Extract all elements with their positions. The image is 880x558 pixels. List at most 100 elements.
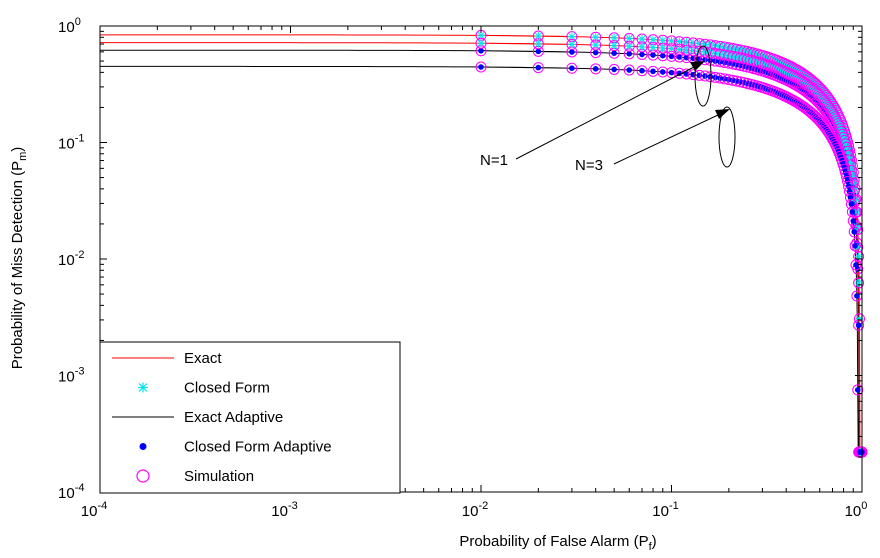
- annotations-layer: N=1 N=3: [480, 45, 736, 174]
- legend-item: Exact Adaptive: [112, 409, 283, 426]
- closed-form-adaptive-marker: [676, 70, 683, 77]
- simulation-marker: [819, 122, 831, 134]
- x-tick-label: 100: [845, 500, 868, 520]
- closed-form-adaptive-marker: [626, 67, 633, 73]
- legend-swatch: [136, 469, 150, 483]
- simulation-marker: [820, 123, 832, 135]
- legend-item: Exact: [112, 350, 222, 367]
- closed-form-adaptive-marker: [535, 64, 542, 71]
- simulation-marker: [475, 61, 487, 73]
- legend-label: Closed Form: [184, 380, 270, 397]
- closed-form-marker: [658, 36, 667, 45]
- x-tick-label: 10-4: [81, 500, 107, 520]
- legend: Exact Closed Form Exact Adaptive Closed For…: [99, 341, 401, 494]
- annotation-arrow-n3: [613, 114, 719, 165]
- simulation-marker: [636, 65, 648, 77]
- closed-form-adaptive-marker: [611, 50, 617, 56]
- x-tick-label: 10-1: [652, 500, 678, 520]
- simulation-marker: [608, 40, 620, 52]
- ticks-layer: 10-4 10-3 10-2 10-1 100 10-4 10-3 10-2 10-1 100: [58, 16, 867, 520]
- closed-form-adaptive-marker: [854, 387, 861, 393]
- closed-form-marker: [610, 41, 619, 50]
- arrowhead-n3: [715, 109, 730, 119]
- closed-form-adaptive-marker: [592, 49, 599, 56]
- closed-form-adaptive-marker: [478, 47, 484, 54]
- simulation-marker: [590, 63, 602, 75]
- annotation-label: N=1: [480, 152, 508, 169]
- closed-form-adaptive-marker: [626, 51, 633, 57]
- closed-form-adaptive-marker: [478, 64, 484, 70]
- legend-item: Closed Form Adaptive: [139, 439, 332, 456]
- simulation-marker: [532, 62, 544, 74]
- simulation-marker: [849, 240, 861, 252]
- closed-form-adaptive-marker: [721, 59, 728, 66]
- closed-form-adaptive-marker: [639, 67, 645, 74]
- simulation-marker: [566, 38, 578, 50]
- x-tick-label: 10-2: [462, 500, 488, 520]
- annotation-ellipse-n3: [718, 106, 736, 168]
- simulation-marker: [657, 66, 669, 78]
- arrowhead-n1: [690, 61, 705, 71]
- simulation-marker: [666, 43, 677, 55]
- closed-form-marker: [649, 43, 658, 52]
- closed-form-marker: [854, 278, 863, 287]
- simulation-marker: [673, 43, 685, 55]
- closed-form-adaptive-marker: [848, 201, 855, 208]
- closed-form-adaptive-marker: [659, 52, 666, 59]
- closed-form-adaptive-marker: [668, 69, 675, 76]
- y-tick-label: 10-3: [58, 366, 84, 386]
- y-axis-label: Probability of Miss Detection (Pm): [9, 147, 29, 370]
- closed-form-adaptive-marker: [569, 49, 575, 55]
- closed-form-adaptive-marker: [535, 48, 542, 55]
- annotation-ellipse-n1: [694, 45, 712, 107]
- closed-form-marker: [610, 33, 619, 42]
- closed-form-adaptive-marker: [639, 51, 645, 58]
- legend-label: Exact: [184, 350, 222, 367]
- closed-form-marker: [658, 44, 667, 53]
- y-tick-label: 10-1: [58, 133, 84, 153]
- simulation-marker: [666, 67, 677, 79]
- simulation-marker: [636, 41, 648, 53]
- markers-layer: [475, 29, 868, 458]
- closed-form-adaptive-marker: [676, 54, 683, 60]
- simulation-marker: [475, 37, 487, 49]
- closed-form-adaptive-marker: [659, 69, 666, 75]
- simulation-marker: [853, 251, 865, 263]
- simulation-marker: [608, 63, 620, 75]
- x-axis-label: Probability of False Alarm (Pf): [459, 533, 656, 553]
- closed-form-marker: [637, 42, 646, 51]
- simulation-marker: [657, 42, 669, 54]
- simulation-marker: [809, 111, 821, 123]
- simulation-marker: [623, 64, 635, 76]
- closed-form-marker: [567, 40, 576, 49]
- legend-label: Exact Adaptive: [184, 409, 283, 426]
- annotation-label: N=3: [575, 157, 603, 174]
- closed-form-marker: [534, 39, 543, 48]
- simulation-marker: [681, 44, 693, 56]
- simulation-marker: [853, 277, 865, 289]
- closed-form-adaptive-marker: [650, 68, 656, 75]
- legend-swatch: [139, 443, 147, 450]
- closed-form-adaptive-marker: [855, 322, 862, 329]
- x-tick-label: 10-3: [271, 500, 297, 520]
- legend-label: Closed Form Adaptive: [184, 439, 332, 456]
- closed-form-adaptive-marker: [592, 66, 599, 72]
- simulation-marker: [845, 198, 857, 210]
- simulation-marker: [807, 108, 819, 120]
- legend-item: Closed Form: [138, 380, 270, 397]
- closed-form-marker: [477, 39, 485, 48]
- legend-swatch: [138, 382, 148, 393]
- y-tick-label: 10-2: [58, 249, 84, 269]
- closed-form-adaptive-marker: [849, 209, 856, 215]
- legend-item: Simulation: [136, 468, 254, 485]
- closed-form-marker: [625, 42, 634, 51]
- simulation-marker: [532, 38, 544, 50]
- y-tick-label: 10-4: [58, 482, 84, 502]
- legend-label: Simulation: [184, 468, 254, 485]
- simulation-marker: [808, 109, 820, 121]
- simulation-marker: [848, 226, 860, 238]
- y-tick-label: 100: [58, 16, 81, 36]
- closed-form-adaptive-marker: [721, 76, 728, 82]
- closed-form-adaptive-marker: [853, 262, 859, 268]
- closed-form-adaptive-marker: [851, 229, 857, 235]
